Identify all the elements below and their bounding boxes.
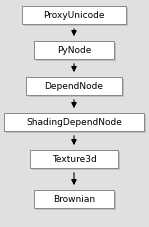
- Bar: [36, 192, 116, 210]
- Text: Brownian: Brownian: [53, 195, 95, 204]
- Text: DependNode: DependNode: [45, 82, 104, 91]
- Text: PyNode: PyNode: [57, 46, 91, 55]
- Bar: [30, 150, 118, 168]
- Bar: [24, 9, 128, 27]
- Bar: [34, 190, 114, 208]
- Bar: [36, 44, 116, 62]
- Text: Texture3d: Texture3d: [52, 155, 96, 164]
- Bar: [4, 114, 144, 131]
- Bar: [32, 152, 120, 170]
- Text: ProxyUnicode: ProxyUnicode: [43, 11, 105, 20]
- Bar: [6, 116, 146, 133]
- Bar: [34, 42, 114, 60]
- Bar: [26, 78, 122, 96]
- Bar: [28, 80, 124, 98]
- Text: ShadingDependNode: ShadingDependNode: [26, 118, 122, 127]
- Bar: [22, 7, 126, 25]
